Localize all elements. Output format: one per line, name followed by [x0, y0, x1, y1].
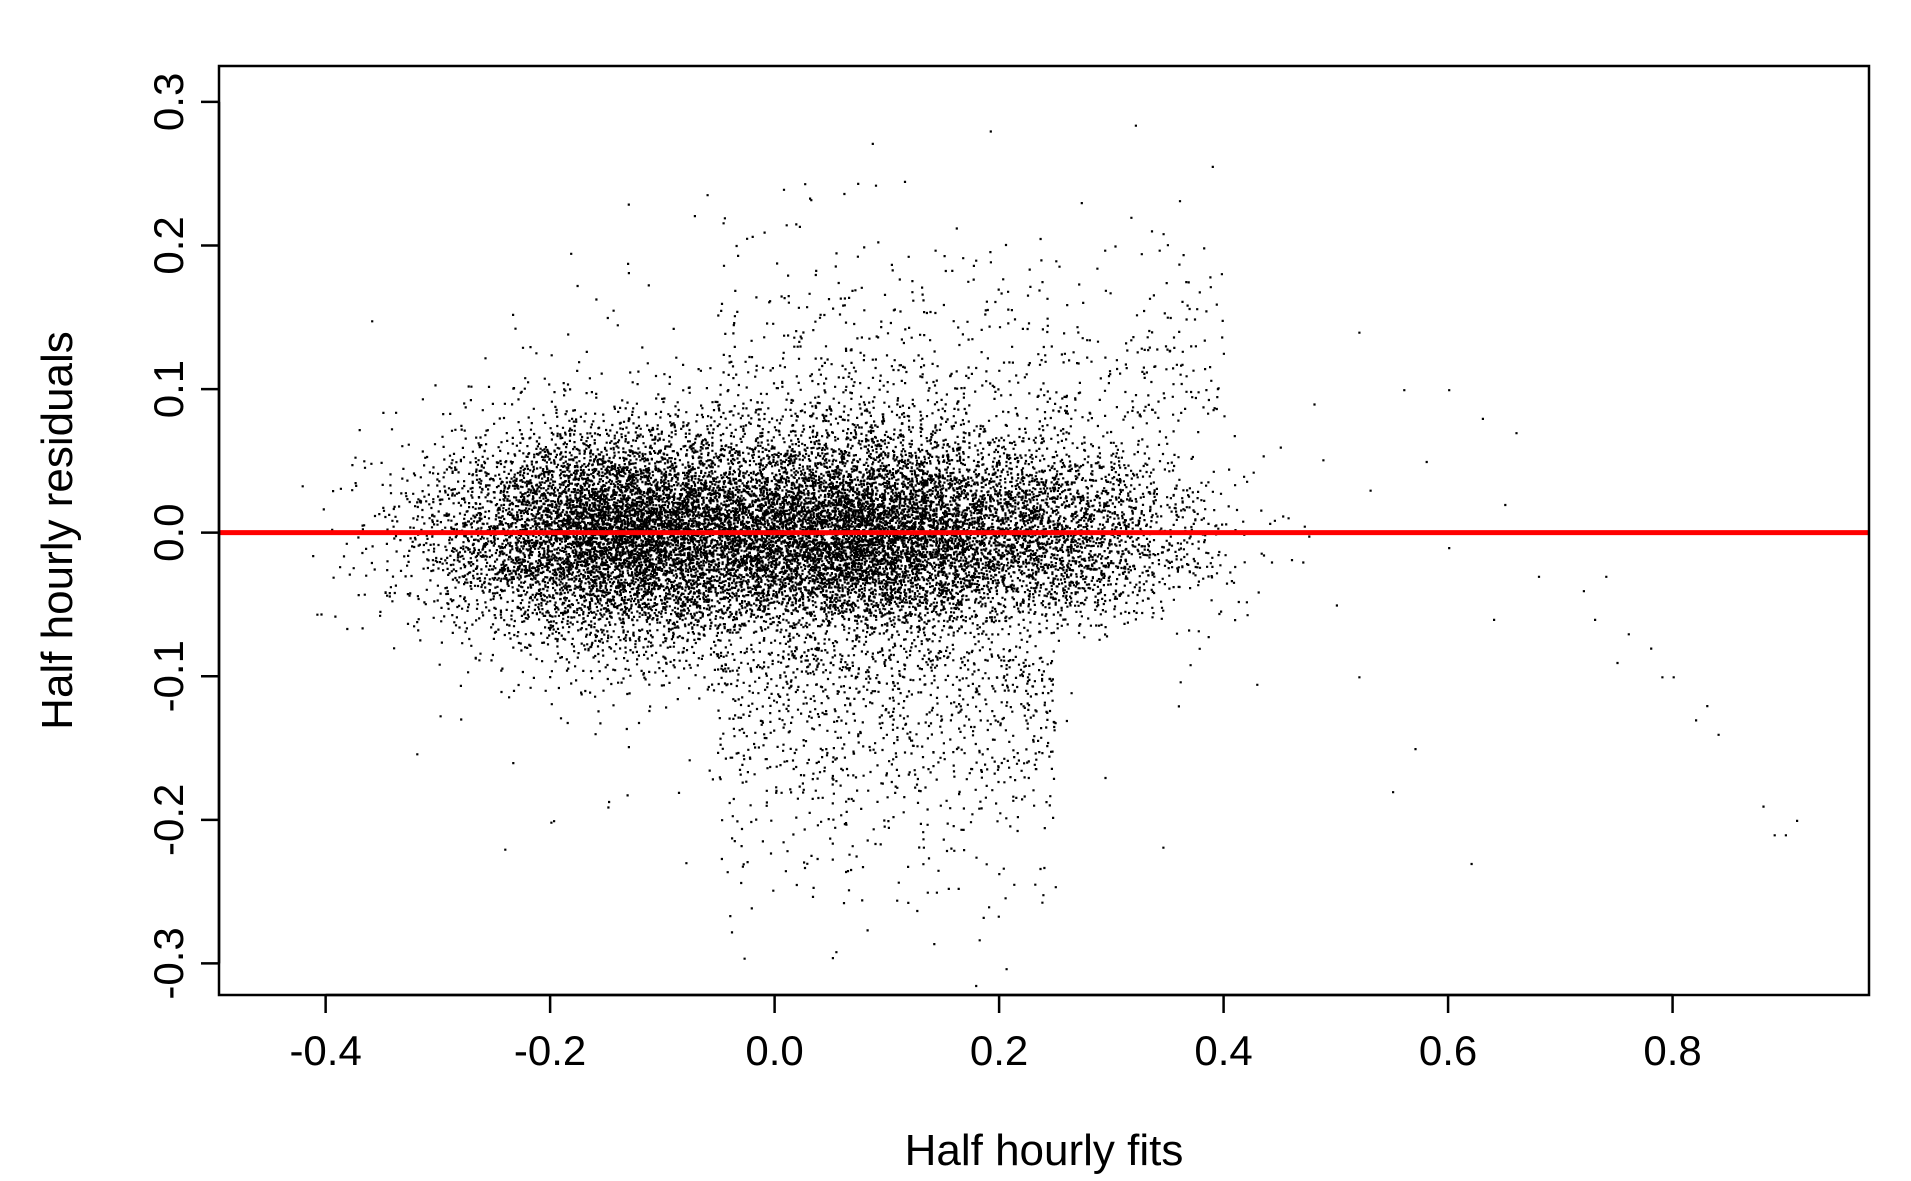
y-tick-label: 0.2 — [145, 216, 192, 274]
y-tick-label: -0.2 — [145, 784, 192, 856]
x-tick-label: 0.6 — [1419, 1027, 1477, 1074]
x-tick-label: 0.8 — [1643, 1027, 1701, 1074]
y-tick-label: 0.1 — [145, 360, 192, 418]
y-axis: -0.3 -0.2 -0.1 0.0 0.1 0.2 0.3 — [145, 73, 221, 1000]
x-tick-label: -0.2 — [514, 1027, 586, 1074]
x-tick-label: 0.4 — [1194, 1027, 1252, 1074]
scatter-point-marks — [301, 124, 1799, 988]
x-axis-title: Half hourly fits — [905, 1126, 1184, 1175]
y-axis-title: Half hourly residuals — [33, 331, 82, 730]
y-tick-label: -0.3 — [145, 927, 192, 999]
y-tick-label: 0.3 — [145, 73, 192, 131]
y-tick-label: -0.1 — [145, 640, 192, 712]
x-tick-label: -0.4 — [289, 1027, 361, 1074]
scatter-points — [301, 124, 1799, 988]
x-tick-label: 0.0 — [745, 1027, 803, 1074]
y-tick-label: 0.0 — [145, 503, 192, 561]
x-axis: -0.4 -0.2 0.0 0.2 0.4 0.6 0.8 — [289, 993, 1702, 1074]
x-tick-label: 0.2 — [970, 1027, 1028, 1074]
